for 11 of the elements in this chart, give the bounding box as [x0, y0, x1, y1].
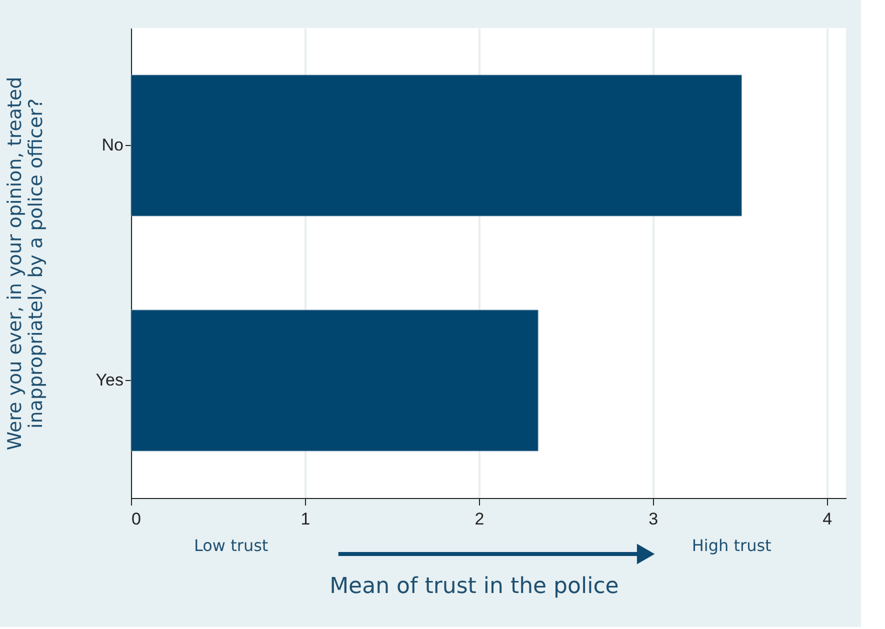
x-tick-label: 0: [132, 510, 141, 528]
x-tick-label: 3: [648, 510, 658, 528]
x-tick-label: 4: [822, 510, 832, 528]
text: Low trust: [194, 536, 268, 555]
y-tick-label: Yes: [96, 370, 124, 390]
x-tick-label: 2: [474, 510, 484, 528]
x-axis-title: Mean of trust in the police: [330, 574, 619, 599]
y-axis-title: Were you ever, in your opinion, treated inappropriately by a police officer?: [4, 76, 47, 450]
text: High trust: [692, 536, 772, 555]
x-tick-label: 1: [300, 510, 310, 528]
y-tick-label: No: [102, 136, 124, 154]
